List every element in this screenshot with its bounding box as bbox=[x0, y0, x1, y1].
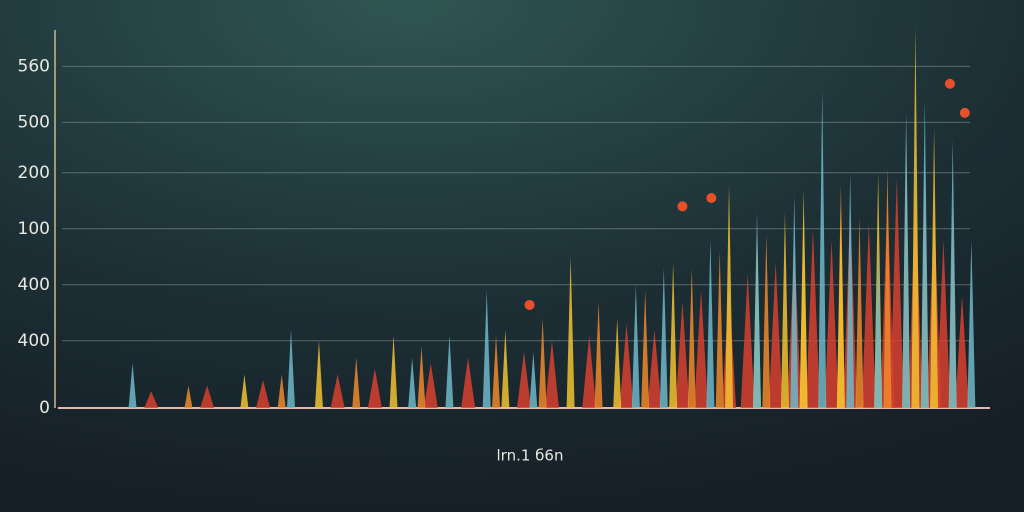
spike bbox=[669, 262, 678, 408]
spike bbox=[184, 385, 193, 408]
y-tick-label: 200 bbox=[18, 163, 50, 183]
spike bbox=[566, 256, 575, 408]
spike bbox=[544, 340, 559, 408]
spike bbox=[128, 363, 137, 408]
spike bbox=[768, 262, 783, 408]
spike bbox=[314, 340, 323, 408]
spike bbox=[613, 318, 622, 408]
dot bbox=[944, 78, 955, 89]
spike bbox=[389, 335, 398, 408]
spike bbox=[967, 240, 976, 408]
spike bbox=[277, 374, 286, 408]
y-tick-label: 560 bbox=[18, 56, 50, 76]
spike bbox=[659, 268, 668, 408]
dot bbox=[706, 193, 717, 203]
spike bbox=[256, 380, 271, 408]
spike bbox=[790, 195, 799, 408]
spike bbox=[889, 178, 904, 408]
spike bbox=[445, 335, 454, 408]
spike bbox=[641, 290, 650, 408]
dot bbox=[524, 299, 535, 310]
spike bbox=[694, 290, 709, 408]
spike bbox=[647, 329, 662, 408]
spike bbox=[417, 346, 426, 408]
spike bbox=[619, 324, 634, 408]
spike bbox=[725, 184, 734, 408]
spike bbox=[836, 206, 845, 408]
spike bbox=[762, 234, 771, 408]
spike bbox=[423, 363, 438, 408]
y-tick-label: 0 bbox=[39, 398, 50, 418]
spike bbox=[200, 385, 215, 408]
spike bbox=[408, 357, 417, 408]
spike bbox=[240, 374, 249, 408]
spike bbox=[920, 100, 929, 408]
spike bbox=[501, 329, 510, 408]
spike bbox=[492, 335, 501, 408]
spike bbox=[529, 352, 538, 408]
y-tick-label: 100 bbox=[18, 219, 50, 239]
spike bbox=[144, 391, 159, 408]
spike bbox=[930, 128, 939, 408]
spike bbox=[936, 240, 951, 408]
spike bbox=[846, 172, 855, 408]
spike bbox=[352, 357, 361, 408]
spike bbox=[818, 88, 827, 409]
spike bbox=[883, 167, 892, 408]
dot bbox=[959, 107, 970, 118]
spike bbox=[538, 318, 547, 408]
spike bbox=[706, 240, 715, 408]
spike bbox=[631, 284, 640, 408]
spike bbox=[461, 357, 476, 408]
y-tick-label: 400 bbox=[18, 275, 50, 295]
spike bbox=[955, 296, 970, 408]
y-tick-label: 400 bbox=[18, 331, 50, 351]
spike bbox=[287, 329, 295, 408]
spike bbox=[740, 273, 755, 408]
spike bbox=[517, 352, 531, 408]
dot bbox=[677, 201, 688, 212]
spike bbox=[594, 301, 603, 408]
spike bbox=[799, 189, 808, 408]
spike bbox=[330, 374, 345, 408]
spike bbox=[753, 212, 761, 408]
spike bbox=[582, 335, 597, 408]
spike bbox=[902, 111, 911, 408]
spike bbox=[482, 290, 491, 408]
y-tick-label: 500 bbox=[18, 112, 50, 132]
spike bbox=[367, 368, 382, 408]
spike bbox=[948, 139, 957, 408]
spike bbox=[805, 228, 820, 408]
spike bbox=[780, 212, 789, 408]
spike bbox=[675, 301, 690, 408]
spike bbox=[911, 27, 920, 408]
x-axis-label: lrn.1 б6n bbox=[497, 447, 564, 465]
spike bbox=[715, 251, 724, 408]
spike bbox=[874, 245, 883, 408]
spike bbox=[861, 223, 876, 408]
spike bbox=[824, 240, 839, 408]
spike bbox=[855, 217, 864, 408]
spike bbox=[687, 268, 696, 408]
